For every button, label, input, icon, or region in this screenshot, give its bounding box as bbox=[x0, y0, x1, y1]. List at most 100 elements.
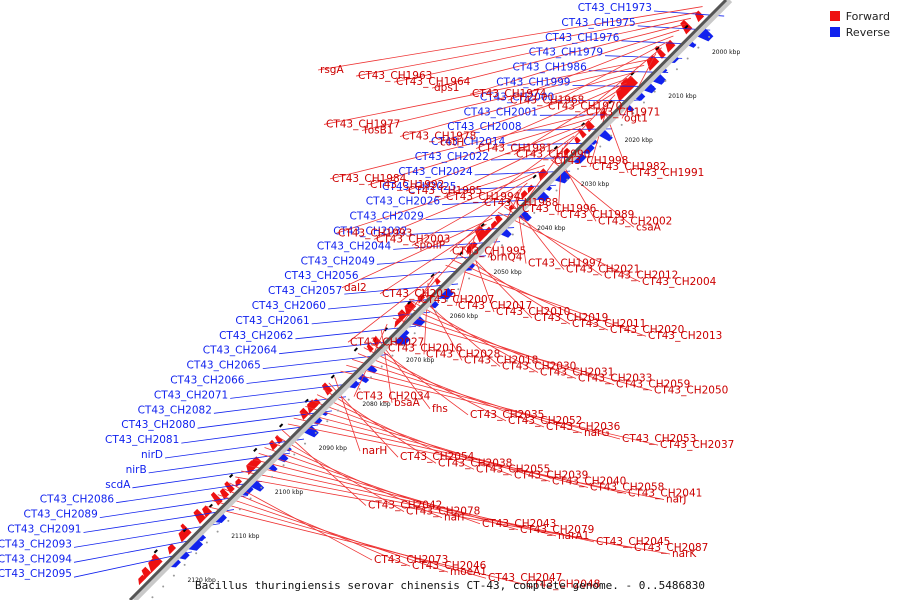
reverse-gene-label: CT43_CH2057 bbox=[268, 285, 342, 297]
axis-tick-label: 2090 kbp bbox=[319, 445, 347, 452]
forward-gene-label: CT43_CH2035 bbox=[470, 409, 544, 421]
forward-gene-label: CT43_CH1995 bbox=[452, 246, 526, 258]
forward-gene-label: CT43_CH1988 bbox=[484, 197, 558, 209]
forward-leader-line bbox=[455, 235, 476, 307]
axis-dot bbox=[172, 574, 175, 577]
axis-dot bbox=[588, 156, 591, 159]
legend: Forward Reverse bbox=[830, 8, 890, 40]
forward-gene-label: CT43_CH2033 bbox=[578, 373, 652, 385]
forward-gene-label: CT43_CH2040 bbox=[552, 475, 626, 487]
forward-gene-label: CT43_CH1981 bbox=[478, 143, 552, 155]
misc-feature bbox=[553, 145, 559, 150]
reverse-leader-line bbox=[148, 452, 291, 474]
reverse-gene-label: CT43_CH2071 bbox=[154, 389, 228, 401]
reverse-leader-line bbox=[73, 523, 221, 548]
forward-gene-label: CT43_CH2043 bbox=[482, 518, 556, 530]
reverse-leader-line bbox=[164, 438, 305, 459]
forward-gene-label: narJ bbox=[666, 494, 687, 506]
forward-gene bbox=[372, 336, 382, 347]
forward-leader-line bbox=[503, 206, 603, 277]
forward-leader-line bbox=[361, 64, 645, 131]
axis-dot bbox=[216, 530, 219, 533]
reverse-gene bbox=[696, 27, 714, 42]
reverse-leader-line bbox=[116, 480, 263, 504]
forward-leader-line bbox=[229, 482, 373, 561]
forward-swatch bbox=[830, 11, 840, 21]
forward-leader-line bbox=[404, 306, 577, 379]
forward-gene-label: moeA1 bbox=[450, 566, 487, 578]
forward-leader-line bbox=[475, 82, 627, 150]
forward-gene-label: CT43_CH2073 bbox=[374, 554, 448, 566]
forward-gene bbox=[193, 508, 207, 524]
forward-gene bbox=[321, 382, 333, 396]
axis-dot bbox=[304, 442, 307, 445]
forward-gene-label: CT43_CH2050 bbox=[654, 385, 728, 397]
reverse-gene-label: CT43_CH2026 bbox=[366, 196, 441, 208]
reverse-gene-label: nirD bbox=[141, 449, 163, 461]
axis-dot bbox=[227, 519, 230, 522]
reverse-leader-line bbox=[181, 424, 319, 444]
reverse-gene bbox=[186, 538, 204, 551]
forward-gene-label: CT43_CH2036 bbox=[546, 421, 621, 433]
forward-leader-line bbox=[515, 194, 527, 264]
forward-gene-label: CT43_CH1964 bbox=[396, 76, 471, 88]
reverse-leader-line bbox=[311, 311, 431, 325]
forward-leader-line bbox=[335, 164, 546, 234]
misc-feature bbox=[279, 423, 284, 428]
forward-gene-label: spoIIP bbox=[414, 239, 445, 251]
forward-leader-line bbox=[311, 400, 513, 476]
forward-leader-line bbox=[443, 129, 581, 198]
forward-gene bbox=[404, 300, 417, 316]
axis-dot bbox=[369, 376, 372, 379]
forward-gene-label: CT43_CH2004 bbox=[642, 276, 717, 288]
forward-leader-line bbox=[352, 358, 583, 434]
axis-dot bbox=[653, 90, 656, 93]
axis-dot bbox=[576, 167, 579, 170]
axis-dot bbox=[435, 310, 438, 313]
axis-dot bbox=[478, 266, 481, 269]
forward-gene bbox=[141, 566, 152, 580]
forward-gene-label: dps1 bbox=[434, 82, 459, 94]
forward-gene-label: CT43_CH1978 bbox=[402, 131, 476, 143]
axis-dot bbox=[424, 321, 427, 324]
forward-gene-label: dal2 bbox=[344, 282, 367, 294]
forward-gene bbox=[626, 75, 639, 90]
axis-dot bbox=[183, 563, 186, 566]
forward-leader-line bbox=[305, 406, 551, 482]
forward-leader-line bbox=[437, 76, 633, 143]
forward-gene-label: CT43_CH2031 bbox=[540, 367, 614, 379]
misc-feature bbox=[304, 398, 309, 403]
axis-tick-label: 2110 kbp bbox=[231, 533, 259, 540]
forward-leader-line bbox=[211, 500, 487, 579]
reverse-gene-label: CT43_CH2086 bbox=[40, 494, 115, 506]
reverse-gene bbox=[633, 91, 646, 101]
forward-gene-label: CT43_CH2019 bbox=[534, 312, 608, 324]
axis-tick-label: 2050 kbp bbox=[493, 269, 521, 276]
reverse-gene-label: CT43_CH2061 bbox=[235, 315, 309, 327]
misc-feature bbox=[430, 273, 435, 278]
forward-gene-label: CT43_CH1971 bbox=[586, 106, 660, 118]
reverse-gene-label: CT43_CH2022 bbox=[415, 151, 489, 163]
axis-dot bbox=[599, 145, 602, 148]
axis-tick-label: 2070 kbp bbox=[406, 357, 434, 364]
reverse-gene-label: CT43_CH2025 bbox=[382, 181, 456, 193]
forward-gene-label: CT43_CH2046 bbox=[412, 560, 487, 572]
axis-dot bbox=[533, 211, 536, 214]
forward-leader-line bbox=[235, 476, 671, 555]
reverse-gene-label: CT43_CH2014 bbox=[431, 136, 506, 148]
reverse-gene bbox=[302, 424, 319, 438]
forward-gene bbox=[584, 120, 595, 133]
reverse-gene-label: CT43_CH2056 bbox=[284, 270, 359, 282]
reverse-leader-line bbox=[73, 537, 207, 563]
forward-leader-line bbox=[497, 211, 641, 283]
misc-feature bbox=[253, 447, 258, 452]
axis-dot bbox=[686, 57, 689, 60]
reverse-gene bbox=[401, 328, 410, 336]
forward-gene-label: CT43_CH2058 bbox=[590, 481, 664, 493]
axis-dot bbox=[151, 596, 154, 599]
reverse-gene-label: CT43_CH2089 bbox=[23, 509, 97, 521]
reverse-gene-label: CT43_CH2082 bbox=[138, 404, 212, 416]
reverse-gene-label: CT43_CH2066 bbox=[170, 375, 245, 387]
axis-dot bbox=[205, 541, 208, 544]
reverse-gene-label: CT43_CH2024 bbox=[398, 166, 473, 178]
